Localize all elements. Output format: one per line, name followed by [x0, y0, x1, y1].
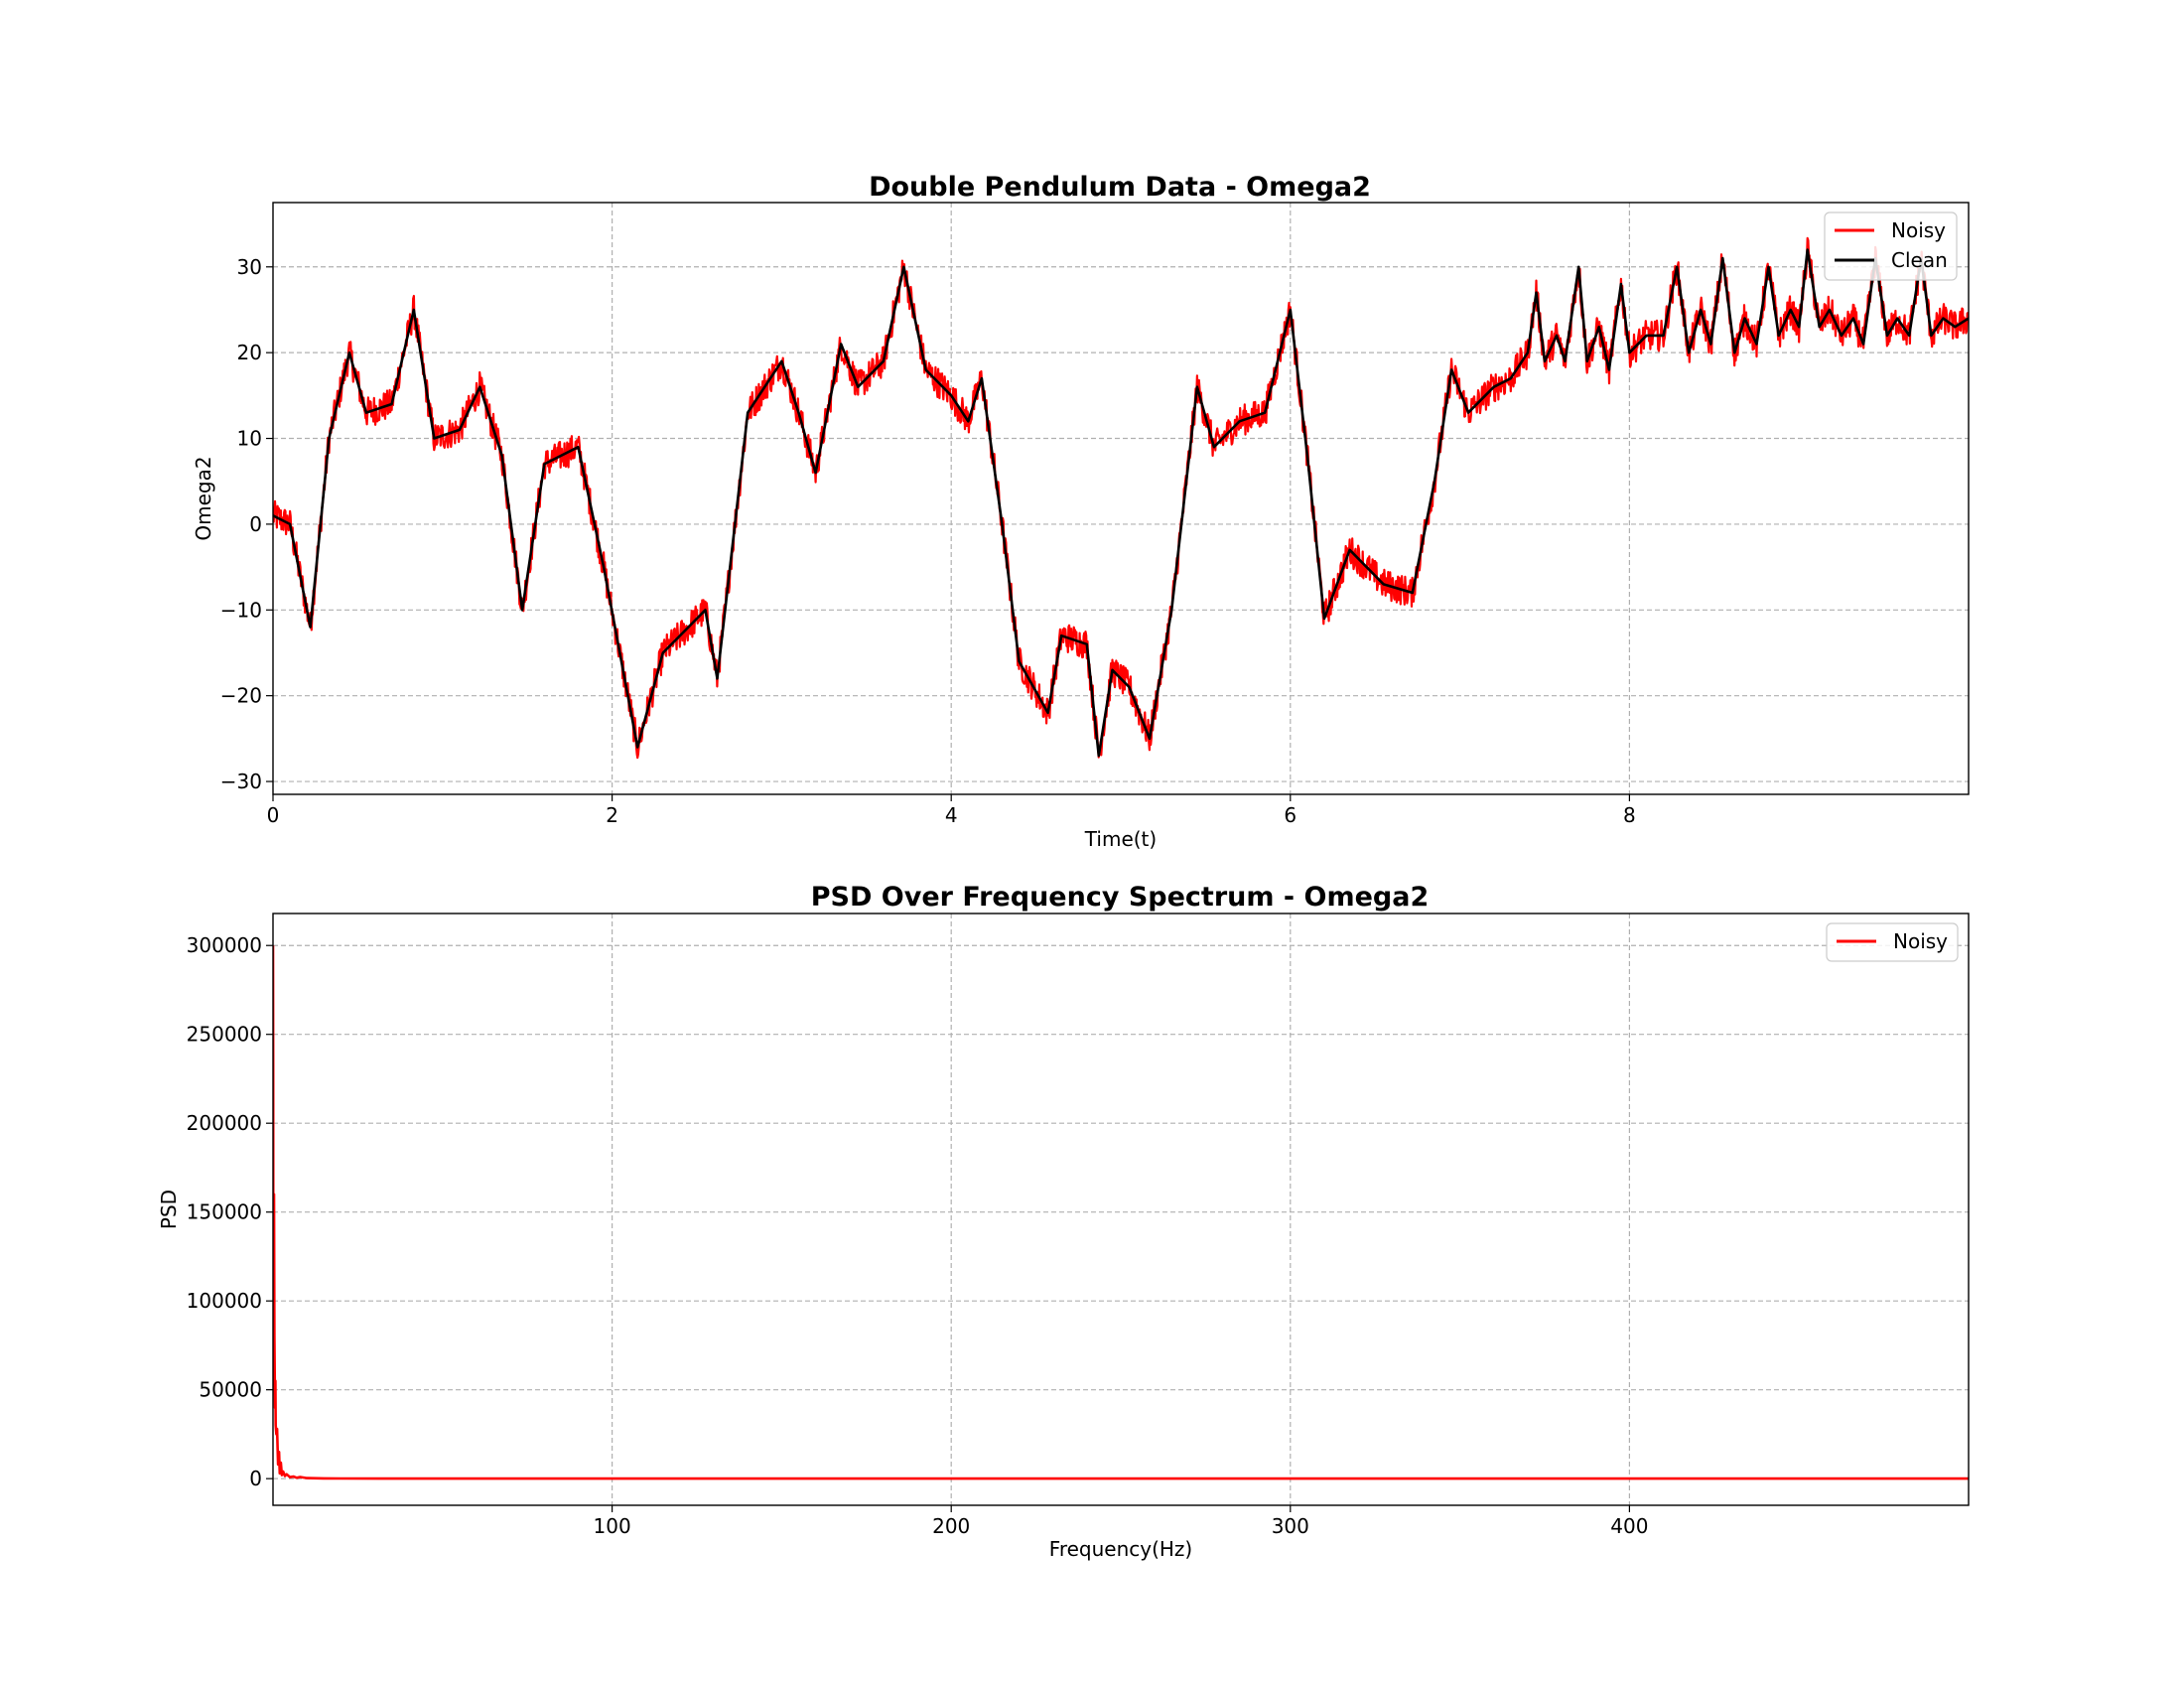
x-tick-label: 400: [1610, 1514, 1648, 1538]
x-tick-label: 0: [267, 803, 280, 827]
axis-ticks: 0 2 4 6 8 30 20 10 0 −10 −20 −30: [220, 255, 1636, 827]
legend: Noisy Clean: [1824, 211, 1958, 281]
series-line-clean: [273, 248, 1969, 758]
y-tick-label: 0: [249, 512, 262, 536]
y-tick-label: 0: [249, 1467, 262, 1490]
x-tick-label: 6: [1284, 803, 1297, 827]
x-tick-label: 2: [606, 803, 618, 827]
legend: Noisy: [1826, 922, 1959, 962]
omega2-time-chart: Double Pendulum Data - Omega2 0 2 4 6 8 30 20 1…: [192, 172, 1970, 851]
chart-title: PSD Over Frequency Spectrum - Omega2: [811, 882, 1429, 913]
y-tick-label: 100000: [187, 1289, 262, 1313]
y-tick-label: 150000: [187, 1200, 262, 1224]
y-tick-label: −30: [220, 770, 262, 793]
series-layer: [273, 945, 1969, 1480]
plot-frame: [272, 202, 1970, 795]
psd-frequency-chart: PSD Over Frequency Spectrum - Omega2 100…: [157, 882, 1970, 1561]
y-tick-label: 300000: [187, 933, 262, 957]
x-tick-label: 200: [932, 1514, 970, 1538]
x-tick-label: 300: [1272, 1514, 1309, 1538]
y-tick-label: 200000: [187, 1111, 262, 1135]
series-line-noisy: [273, 945, 1969, 1480]
x-axis-label: Time(t): [1084, 827, 1157, 851]
grid: [273, 203, 1969, 794]
y-tick-label: −20: [220, 684, 262, 708]
x-axis-label: Frequency(Hz): [1049, 1537, 1192, 1561]
chart-title: Double Pendulum Data - Omega2: [869, 172, 1371, 203]
y-axis-label: Omega2: [192, 456, 215, 540]
legend-label-clean: Clean: [1891, 248, 1948, 272]
x-tick-label: 8: [1623, 803, 1636, 827]
y-tick-label: 30: [237, 255, 262, 279]
plot-frame: [272, 913, 1970, 1506]
y-tick-label: 250000: [187, 1023, 262, 1047]
y-tick-label: −10: [220, 598, 262, 622]
x-tick-label: 4: [945, 803, 958, 827]
legend-box: [1826, 922, 1959, 962]
y-tick-label: 10: [237, 427, 262, 451]
legend-label-noisy: Noisy: [1891, 218, 1946, 242]
series-layer: [273, 236, 1969, 760]
x-tick-label: 100: [594, 1514, 631, 1538]
axis-ticks: 100 200 300 400 300000 250000 200000 150000 1000…: [187, 933, 1649, 1538]
y-tick-label: 20: [237, 341, 262, 364]
legend-label-noisy: Noisy: [1893, 929, 1948, 953]
y-tick-label: 50000: [199, 1378, 262, 1402]
y-axis-label: PSD: [157, 1190, 181, 1229]
